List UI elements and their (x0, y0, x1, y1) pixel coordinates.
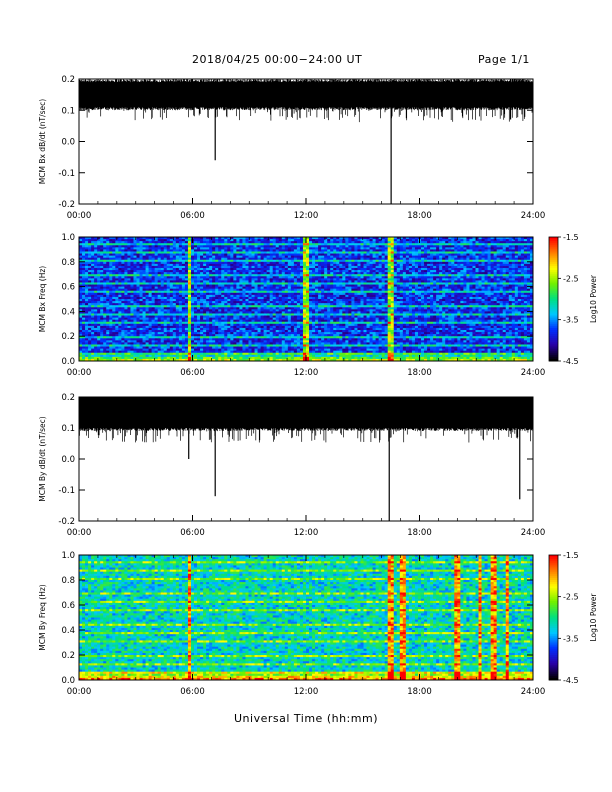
y-tick-label: 0.0 (61, 455, 75, 465)
y-axis-label: MCM Bx Freq (Hz) (38, 266, 47, 332)
y-tick-label: 0.8 (61, 258, 75, 268)
y-tick-label: -0.2 (58, 200, 75, 210)
x-tick-label: 00:00 (67, 211, 92, 221)
x-tick-label: 06:00 (180, 687, 205, 697)
y-tick-label: 0.2 (61, 393, 75, 403)
y-tick-label: 0.2 (61, 75, 75, 85)
x-tick-label: 24:00 (521, 528, 546, 538)
dbdt-trace (79, 79, 533, 204)
x-tick-label: 24:00 (521, 687, 546, 697)
x-tick-label: 06:00 (180, 211, 205, 221)
trace-envelope (79, 79, 533, 122)
y-tick-label: 0.8 (61, 576, 75, 586)
colorbar-tick-label: -1.5 (563, 551, 579, 560)
colorbar-tick-label: -2.5 (563, 593, 579, 602)
y-tick-label: -0.1 (58, 169, 75, 179)
spectrogram (79, 555, 533, 680)
y-tick-label: 0.0 (61, 676, 75, 686)
colorbar-tick-label: -3.5 (563, 634, 579, 643)
y-tick-label: 0.0 (61, 357, 75, 367)
y-tick-label: 0.1 (61, 106, 75, 116)
colorbar-tick-label: -2.5 (563, 274, 579, 283)
y-axis-label: MCM By dB/dt (nT/sec) (38, 416, 47, 501)
x-axis-title: Universal Time (hh:mm) (0, 712, 612, 725)
colorbar (549, 237, 561, 362)
y-tick-label: 0.2 (61, 651, 75, 661)
x-tick-label: 12:00 (294, 368, 319, 378)
y-tick-label: 0.1 (61, 424, 75, 434)
x-tick-label: 18:00 (407, 211, 432, 221)
colorbar-tick-label: -3.5 (563, 316, 579, 325)
x-tick-label: 00:00 (67, 368, 92, 378)
x-tick-label: 00:00 (67, 687, 92, 697)
x-tick-label: 24:00 (521, 368, 546, 378)
colorbar (549, 555, 561, 681)
x-tick-label: 12:00 (294, 687, 319, 697)
colorbar-tick-label: -4.5 (563, 357, 579, 366)
y-tick-label: 1.0 (61, 233, 75, 243)
trace-envelope (79, 397, 533, 443)
x-tick-label: 06:00 (180, 528, 205, 538)
colorbar-tick-label: -1.5 (563, 233, 579, 242)
y-tick-label: 0.2 (61, 332, 75, 342)
x-tick-label: 24:00 (521, 211, 546, 221)
spectrogram (79, 237, 533, 361)
x-tick-label: 00:00 (67, 528, 92, 538)
y-axis-label: MCM Bx dB/dt (nT/sec) (38, 99, 47, 184)
colorbar-label: Log10 Power (589, 593, 598, 642)
x-tick-label: 12:00 (294, 528, 319, 538)
colorbar-tick-label: -4.5 (563, 676, 579, 685)
x-tick-label: 12:00 (294, 211, 319, 221)
figure-canvas: 00:00 06:00 12:00 18:00 24:00 0.2 0.1 0.0 -0.1 -0… (0, 0, 612, 792)
y-tick-label: 0.4 (61, 626, 75, 636)
colorbar-label: Log10 Power (589, 274, 598, 323)
y-tick-label: 1.0 (61, 551, 75, 561)
y-tick-label: 0.0 (61, 138, 75, 148)
y-axis-label: MCM By Freq (Hz) (38, 584, 47, 650)
x-tick-label: 18:00 (407, 528, 432, 538)
y-tick-label: -0.1 (58, 486, 75, 496)
y-tick-label: 0.6 (61, 601, 75, 611)
dbdt-trace (79, 397, 533, 521)
x-tick-label: 18:00 (407, 368, 432, 378)
y-tick-label: -0.2 (58, 517, 75, 527)
y-tick-label: 0.4 (61, 307, 75, 317)
y-tick-label: 0.6 (61, 283, 75, 293)
x-tick-label: 18:00 (407, 687, 432, 697)
x-tick-label: 06:00 (180, 368, 205, 378)
